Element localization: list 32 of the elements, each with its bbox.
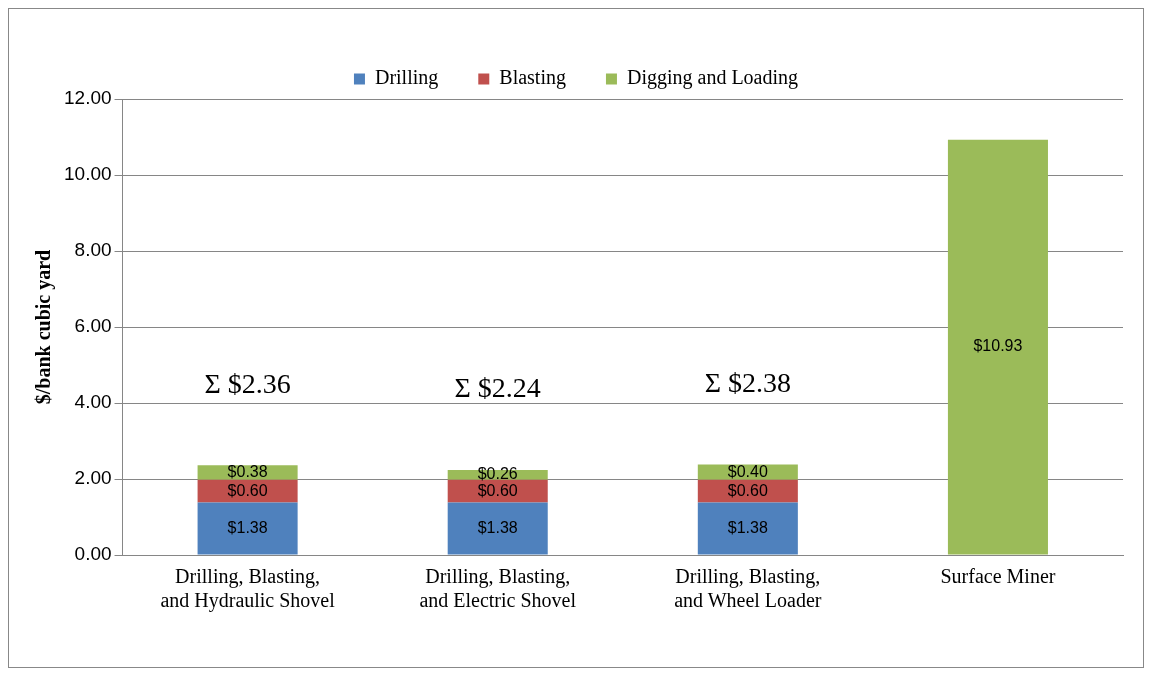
x-tick-label: Drilling, Blasting, and Hydraulic Shovel <box>160 565 336 613</box>
y-tick-label: 6.00 <box>74 315 112 337</box>
y-tick-label: 12.00 <box>64 87 112 109</box>
bar <box>447 502 548 555</box>
y-tick-label: 0.00 <box>74 543 112 565</box>
data-label: $0.26 <box>477 465 518 483</box>
data-label: $0.38 <box>227 462 268 480</box>
bar <box>947 139 1048 555</box>
x-tick-label: Surface Miner <box>940 565 1056 588</box>
data-label: $0.60 <box>227 481 268 499</box>
y-tick-label: 2.00 <box>74 467 112 489</box>
total-label: Σ $2.36 <box>204 367 291 399</box>
data-label: $1.38 <box>477 518 518 536</box>
y-tick-label: 8.00 <box>74 239 112 261</box>
data-label: $0.60 <box>727 481 768 499</box>
bar <box>697 502 798 555</box>
x-tick-label: Drilling, Blasting, and Wheel Loader <box>674 565 822 612</box>
data-label: $0.40 <box>727 462 768 480</box>
y-axis-title: $/bank cubic yard <box>32 249 56 405</box>
legend-label: Blasting <box>499 66 566 90</box>
y-tick-label: 4.00 <box>74 391 112 413</box>
total-label: Σ $2.24 <box>454 372 541 404</box>
legend-label: Drilling <box>374 66 439 90</box>
data-label: $1.38 <box>727 518 768 536</box>
data-label: $10.93 <box>973 337 1023 355</box>
total-label: Σ $2.38 <box>704 366 791 398</box>
bar <box>197 502 298 555</box>
y-tick-label: 10.00 <box>64 163 112 185</box>
x-tick-label: Drilling, Blasting, and Electric Shovel <box>419 565 577 612</box>
legend-label: Digging and Loading <box>626 66 799 90</box>
data-label: $1.38 <box>227 518 268 536</box>
data-label: $0.60 <box>477 481 518 499</box>
